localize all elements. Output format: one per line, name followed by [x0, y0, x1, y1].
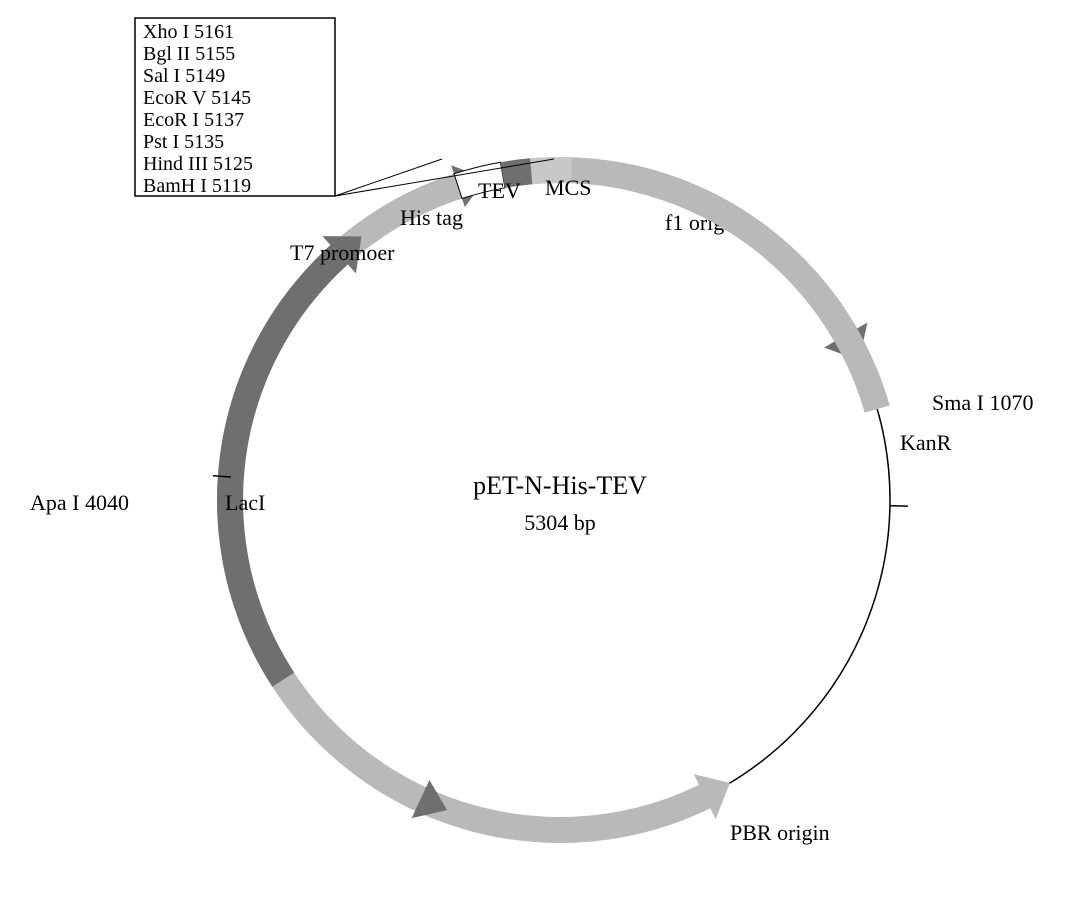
label-tev: TEV — [478, 178, 521, 203]
mcs-site-pst-i: Pst I 5135 — [143, 131, 224, 153]
mcs-site-bgl-ii: Bgl II 5155 — [143, 43, 235, 65]
plasmid-size: 5304 bp — [524, 510, 596, 535]
plasmid-map: f1 originKanRPBR originLacIT7 promoerHis… — [0, 0, 1086, 920]
label-his-tag: His tag — [400, 205, 463, 230]
mcs-site-ecor-i: EcoR I 5137 — [143, 109, 244, 131]
site-label-sma-i: Sma I 1070 — [932, 390, 1033, 415]
mcs-site-sal-i: Sal I 5149 — [143, 65, 225, 87]
plasmid-name: pET-N-His-TEV — [473, 471, 647, 500]
mcs-site-bamh-i: BamH I 5119 — [143, 175, 251, 197]
label-pbr-origin: PBR origin — [730, 820, 830, 845]
label-laci: LacI — [225, 490, 265, 515]
label-kanr: KanR — [900, 430, 952, 455]
mcs-site-xho-i: Xho I 5161 — [143, 21, 234, 43]
mcs-site-ecor-v: EcoR V 5145 — [143, 87, 251, 109]
site-label-apa-i: Apa I 4040 — [30, 490, 129, 515]
label-t7-promoter: T7 promoer — [290, 240, 395, 265]
mcs-site-hind-iii: Hind III 5125 — [143, 153, 253, 175]
label-mcs: MCS — [545, 175, 591, 200]
